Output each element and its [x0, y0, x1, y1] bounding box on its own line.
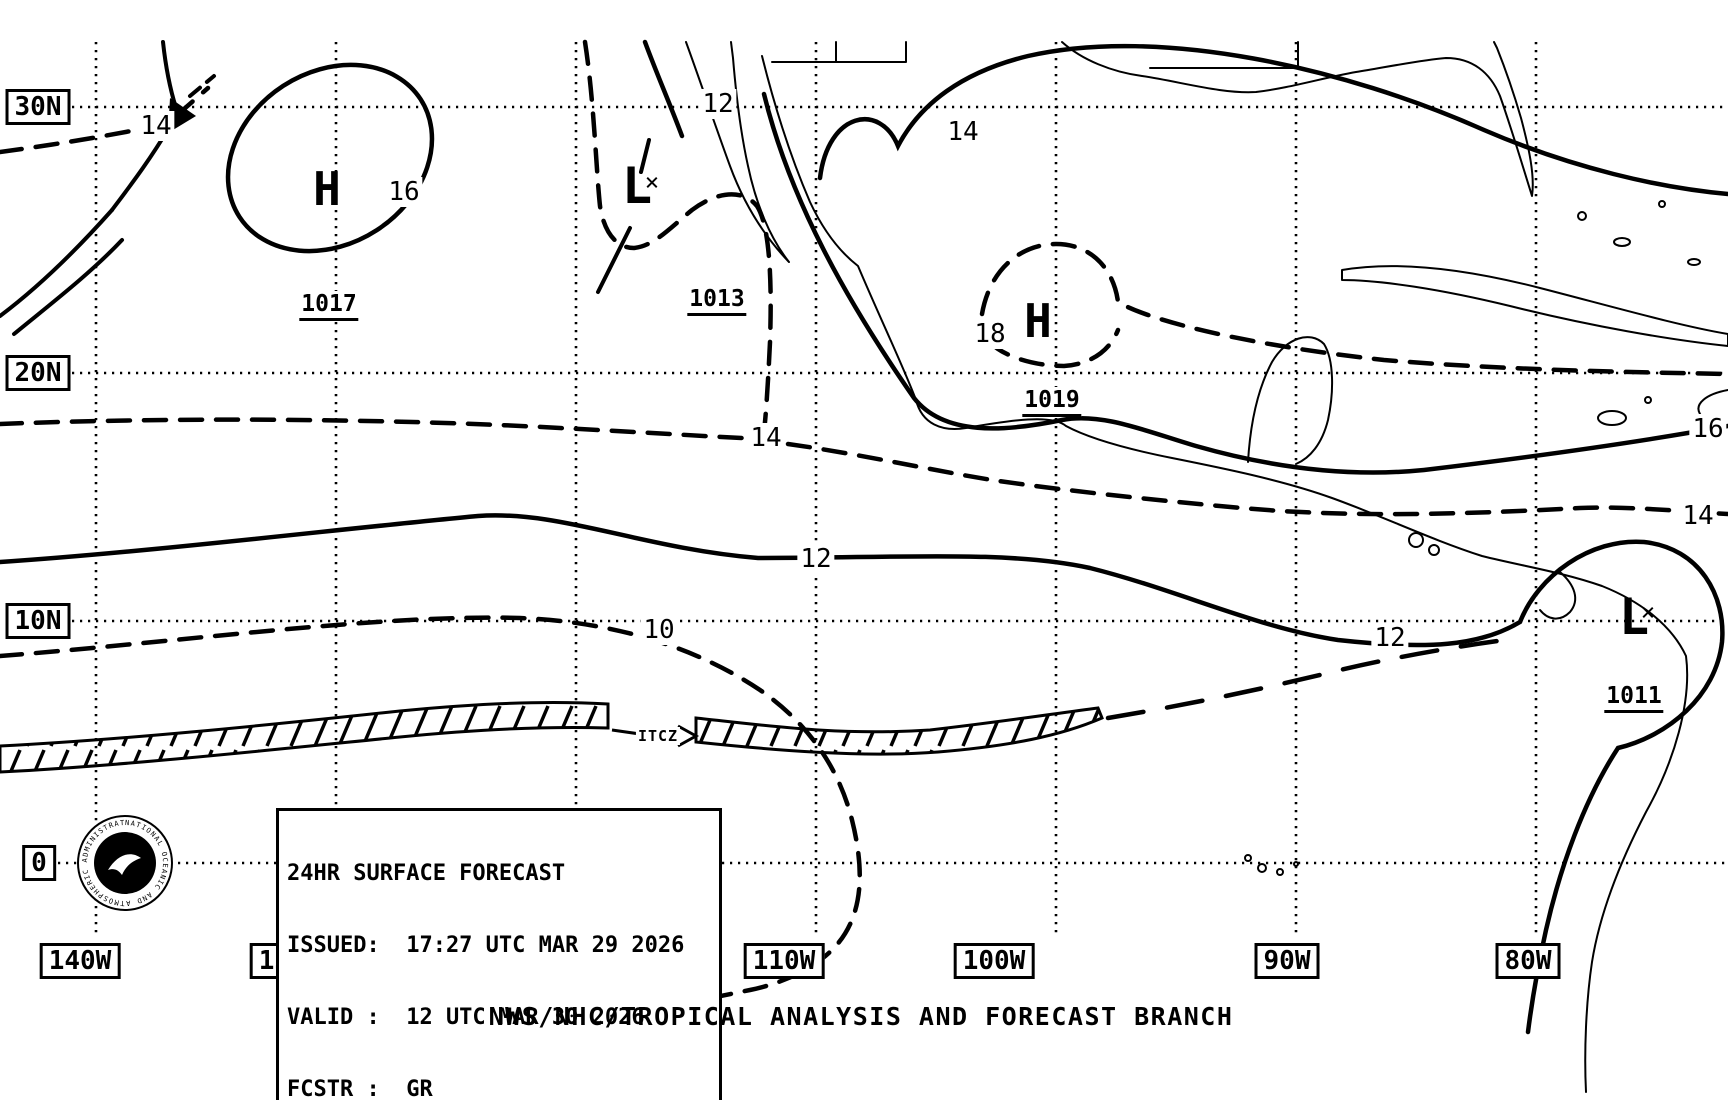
isobar-1018-high-cell-bottom	[987, 327, 1121, 369]
low-center-value-baja: 1013	[687, 286, 747, 316]
isobar-label-14-nw: 14	[137, 111, 175, 141]
itcz-band-east	[694, 706, 1104, 756]
isobars-dashed	[0, 39, 1728, 1007]
shear-line-b	[12, 238, 124, 336]
coast-baja	[685, 41, 790, 263]
high-center-value-mexico: 1019	[1022, 387, 1082, 417]
branch-caption: NWS/NHC/TROPICAL ANALYSIS AND FORECAST B…	[488, 1002, 1234, 1031]
coastlines	[685, 41, 1728, 1093]
isobar-label-18-high: 18	[971, 319, 1009, 349]
border-lines	[771, 41, 1299, 69]
isobar-label-10: 10	[640, 615, 678, 645]
shear-line-a	[0, 208, 114, 318]
itcz-chevron	[611, 724, 700, 748]
low-center-value-panama: 1011	[1604, 683, 1664, 713]
isobar-1018-high-cell-top	[979, 241, 1728, 377]
info-title: 24HR SURFACE FORECAST	[287, 861, 566, 886]
isobar-label-14-top: 14	[944, 117, 982, 147]
isobar-label-12-top: 12	[699, 89, 737, 119]
lat-label-10n: 10N	[5, 603, 71, 639]
noaa-gull-icon	[108, 854, 141, 875]
island-galapagos-2	[1257, 863, 1267, 873]
lat-label-30n: 30N	[5, 89, 71, 125]
high-center-symbol-eastpac: H	[313, 162, 341, 216]
isobar-label-16-high: 16	[385, 177, 423, 207]
isobar-label-12-pacific: 12	[797, 544, 835, 574]
itcz-band	[0, 700, 1104, 774]
isobar-label-16-east: 16	[1689, 414, 1727, 444]
island-small	[1644, 396, 1652, 404]
info-forecaster: FCSTR : GR	[287, 1077, 433, 1100]
island-galapagos-1	[1244, 854, 1252, 862]
isobar-1014-pacific	[0, 417, 1728, 517]
isobar-label-14-east: 14	[1679, 501, 1717, 531]
lon-label-140w: 140W	[39, 943, 121, 979]
high-center-value-eastpac: 1017	[299, 291, 359, 321]
island-galapagos-3	[1276, 868, 1284, 876]
front-arrowhead	[168, 98, 196, 133]
low-center-symbol-panama: L	[1618, 588, 1650, 646]
forecast-info-box: 24HR SURFACE FORECAST ISSUED: 17:27 UTC …	[276, 808, 722, 1100]
isobar-1014-northwest	[0, 85, 211, 155]
monsoon-trough-long-dash	[1105, 637, 1508, 721]
lon-label-100w: 100W	[953, 943, 1035, 979]
lon-label-80w: 80W	[1495, 943, 1561, 979]
itcz-band-west	[0, 700, 610, 774]
isobar-label-12-east: 12	[1371, 623, 1409, 653]
isobar-1012-top	[642, 39, 685, 139]
coast-cuba	[1341, 265, 1728, 347]
island-bahamas-1	[1577, 211, 1587, 221]
island-bahamas-4	[1687, 258, 1701, 266]
info-valid: VALID : 12 UTC MAR 30 2026	[287, 1005, 645, 1030]
coast-gulf-of-panama	[1539, 571, 1577, 620]
lon-label-90w: 90W	[1254, 943, 1320, 979]
isobar-1016-mexico-coast	[761, 91, 1728, 475]
isobar-1016-gulf	[817, 43, 1728, 197]
front-dash-tail	[188, 74, 216, 98]
isobars-solid	[0, 39, 1728, 1035]
lat-label-0: 0	[22, 845, 56, 881]
lake-nicaragua	[1408, 532, 1424, 548]
coast-yucatan	[1247, 336, 1334, 465]
lat-label-20n: 20N	[5, 355, 71, 391]
isobar-label-14-pacific: 14	[747, 423, 785, 453]
island-bahamas-2	[1613, 237, 1631, 247]
coast-pacific-central-south-america	[915, 399, 1689, 1093]
isobar-1016-high-cell	[225, 62, 435, 254]
lake-managua	[1428, 544, 1440, 556]
graticule-grid	[58, 42, 1728, 938]
low-center-x-marker-panama: ×	[1640, 598, 1656, 626]
trough-near-low-baja	[596, 138, 651, 294]
noaa-logo: NATIONAL OCEANIC AND ATMOSPHERIC ADMINIS…	[77, 815, 173, 911]
itcz-label: ITCZ	[635, 727, 681, 745]
high-center-symbol-mexico: H	[1024, 294, 1052, 348]
low-center-symbol-baja: L	[621, 157, 653, 215]
island-galapagos-4	[1293, 861, 1299, 867]
lon-label-110w: 110W	[743, 943, 825, 979]
low-center-x-marker-baja: ×	[644, 168, 660, 196]
island-bahamas-3	[1658, 200, 1666, 208]
info-issued: ISSUED: 17:27 UTC MAR 29 2026	[287, 933, 685, 958]
coast-mexico-nw	[761, 55, 917, 401]
isobar-1014-baja-hook	[582, 39, 773, 435]
island-jamaica	[1597, 410, 1627, 426]
